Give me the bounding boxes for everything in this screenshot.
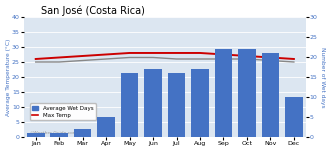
- Bar: [121, 73, 138, 137]
- Bar: [50, 133, 68, 137]
- Text: San José (Costa Rica): San José (Costa Rica): [41, 6, 145, 16]
- Y-axis label: Number of Wet days: Number of Wet days: [320, 47, 325, 107]
- Bar: [191, 69, 209, 137]
- Bar: [144, 69, 162, 137]
- Y-axis label: Average Temperature (°C): Average Temperature (°C): [6, 38, 11, 116]
- Bar: [215, 49, 232, 137]
- Text: ©Weather-Guide.com: ©Weather-Guide.com: [29, 131, 77, 135]
- Bar: [74, 129, 91, 137]
- Bar: [27, 133, 45, 137]
- Bar: [97, 117, 115, 137]
- Bar: [285, 97, 303, 137]
- Legend: Average Wet Days, Max Temp: Average Wet Days, Max Temp: [29, 104, 96, 120]
- Bar: [168, 73, 185, 137]
- Bar: [261, 53, 279, 137]
- Bar: [238, 49, 256, 137]
